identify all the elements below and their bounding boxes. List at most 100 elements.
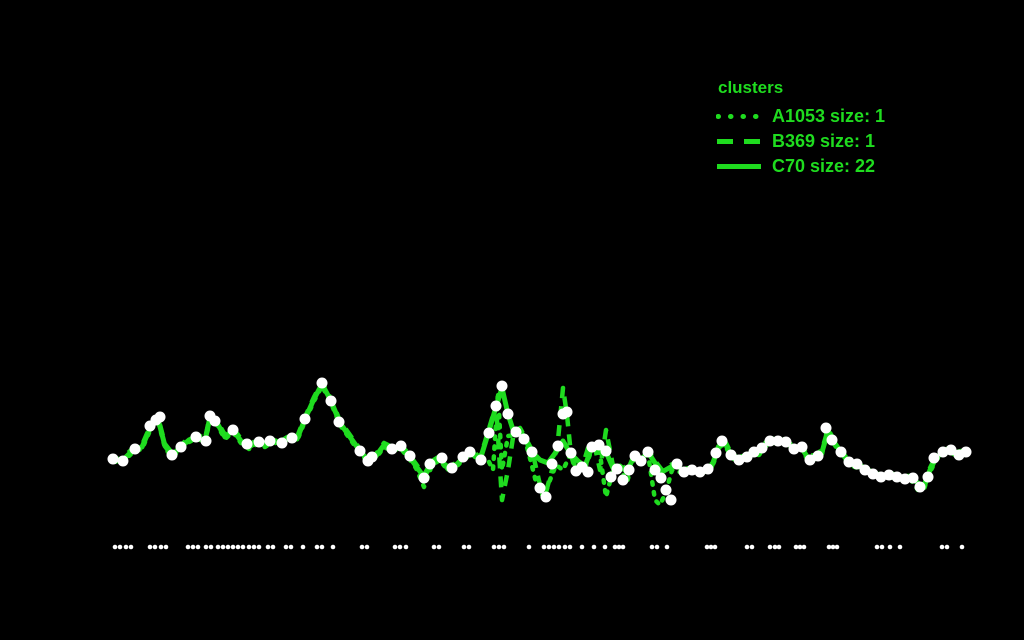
data-point xyxy=(826,434,838,446)
rug-dot xyxy=(466,544,472,550)
rug-dot xyxy=(461,544,467,550)
legend-item-a1053: A1053 size: 1 xyxy=(716,104,885,129)
data-point xyxy=(483,427,495,439)
data-point xyxy=(253,436,265,448)
rug-dot xyxy=(526,544,532,550)
rug-dot xyxy=(283,544,289,550)
rug-dot xyxy=(797,544,803,550)
data-point xyxy=(725,449,737,461)
data-point xyxy=(107,453,119,465)
rug-dot xyxy=(220,544,226,550)
data-point xyxy=(190,431,202,443)
rug-dot xyxy=(235,544,241,550)
rug-dot xyxy=(288,544,294,550)
rug-dot xyxy=(265,544,271,550)
rug-dot xyxy=(874,544,880,550)
data-point xyxy=(660,484,672,496)
rug-dot xyxy=(215,544,221,550)
rug-dot xyxy=(541,544,547,550)
rug-dot xyxy=(767,544,773,550)
data-point xyxy=(534,482,546,494)
data-point xyxy=(565,447,577,459)
data-point xyxy=(286,432,298,444)
data-point xyxy=(475,454,487,466)
data-point xyxy=(611,463,623,475)
rug-dot xyxy=(649,544,655,550)
rug-dot xyxy=(801,544,807,550)
data-point xyxy=(241,438,253,450)
data-point xyxy=(764,435,776,447)
data-point xyxy=(907,472,919,484)
rug-dot xyxy=(397,544,403,550)
rug-dot xyxy=(240,544,246,550)
data-point xyxy=(464,446,476,458)
data-point xyxy=(264,435,276,447)
rug-dot xyxy=(496,544,502,550)
rug-dot xyxy=(620,544,626,550)
data-point xyxy=(546,458,558,470)
rug-dot xyxy=(602,544,608,550)
rug-dot xyxy=(654,544,660,550)
data-point xyxy=(333,416,345,428)
legend-label: C70 size: 22 xyxy=(772,156,876,176)
solid-line-sample-icon xyxy=(717,164,761,169)
data-point xyxy=(600,445,612,457)
data-point xyxy=(316,377,328,389)
data-point xyxy=(772,435,784,447)
dotted-line-sample-icon xyxy=(716,114,762,119)
data-point xyxy=(276,437,288,449)
data-point xyxy=(835,446,847,458)
data-point xyxy=(914,481,926,493)
rug-dot xyxy=(551,544,557,550)
data-point xyxy=(928,452,940,464)
rug-dot xyxy=(744,544,750,550)
data-point xyxy=(582,466,594,478)
data-point xyxy=(552,440,564,452)
rug-dot xyxy=(793,544,799,550)
data-point xyxy=(354,445,366,457)
data-point-markers xyxy=(107,377,972,506)
rug-dot xyxy=(826,544,832,550)
data-point xyxy=(702,463,714,475)
data-point xyxy=(780,436,792,448)
data-point xyxy=(510,426,522,438)
data-point xyxy=(945,444,957,456)
legend-item-b369: B369 size: 1 xyxy=(716,129,885,154)
data-point xyxy=(710,447,722,459)
data-point xyxy=(386,443,398,455)
rug-dot xyxy=(834,544,840,550)
rug-dot xyxy=(147,544,153,550)
rug-dot xyxy=(330,544,336,550)
rug-dot xyxy=(112,544,118,550)
rug-dot xyxy=(546,544,552,550)
rug-dot xyxy=(501,544,507,550)
rug-dot xyxy=(319,544,325,550)
rug-dot xyxy=(158,544,164,550)
data-point xyxy=(526,446,538,458)
data-point xyxy=(671,458,683,470)
data-point xyxy=(617,474,629,486)
data-point xyxy=(496,380,508,392)
data-point xyxy=(490,400,502,412)
data-point xyxy=(812,450,824,462)
data-point xyxy=(154,411,166,423)
rug-dot xyxy=(491,544,497,550)
rug-dot xyxy=(664,544,670,550)
rug-dot xyxy=(203,544,209,550)
rug-dot xyxy=(959,544,965,550)
rug-dot xyxy=(944,544,950,550)
data-point xyxy=(117,455,129,467)
rug-dot xyxy=(556,544,562,550)
rug-dot xyxy=(708,544,714,550)
rug-dot xyxy=(879,544,885,550)
rug-dot xyxy=(403,544,409,550)
data-point xyxy=(756,442,768,454)
rug-dot xyxy=(123,544,129,550)
data-point xyxy=(635,455,647,467)
rug-dot xyxy=(364,544,370,550)
rug-dot xyxy=(776,544,782,550)
rug-dot xyxy=(246,544,252,550)
data-point xyxy=(418,472,430,484)
data-point xyxy=(325,395,337,407)
